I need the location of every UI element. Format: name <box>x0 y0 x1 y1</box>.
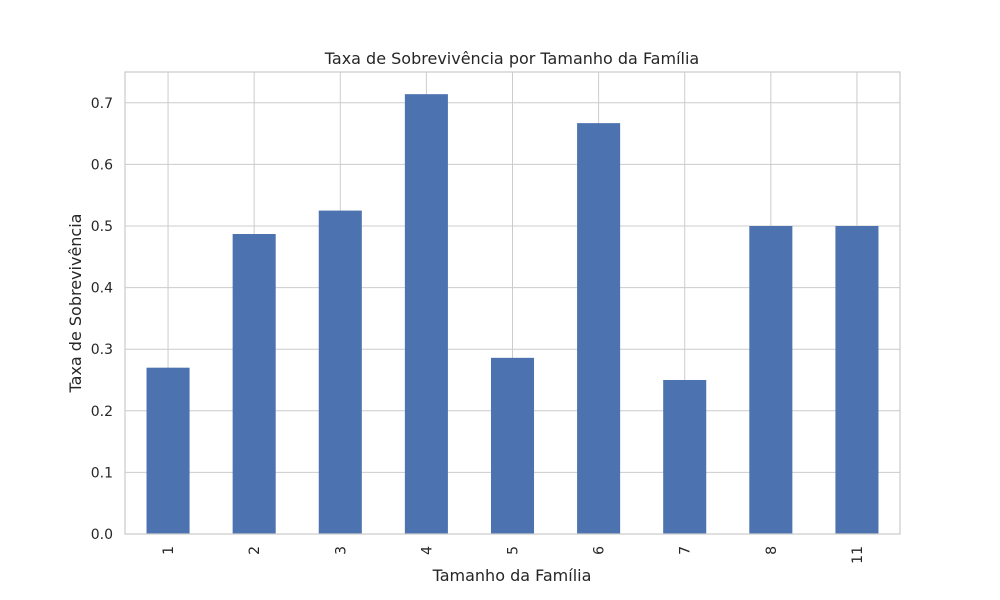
y-tick-label: 0.0 <box>91 527 113 543</box>
x-tick-label: 4 <box>419 546 435 555</box>
y-tick-label: 0.5 <box>91 219 113 235</box>
bar-3 <box>318 210 362 534</box>
y-tick-label: 0.6 <box>91 157 113 173</box>
y-tick-label: 0.4 <box>91 281 113 297</box>
bar-4 <box>404 94 448 535</box>
bar-7 <box>663 380 707 534</box>
chart-title: Taxa de Sobrevivência por Tamanho da Fam… <box>324 49 699 68</box>
bars-layer <box>146 94 879 535</box>
bar-5 <box>490 357 535 534</box>
y-axis-label: Taxa de Sobrevivência <box>66 214 85 394</box>
x-tick-label: 7 <box>678 546 694 555</box>
x-tick-label: 2 <box>247 546 263 555</box>
bar-6 <box>577 123 621 535</box>
y-tick-label: 0.3 <box>91 342 113 358</box>
bar-11 <box>835 226 879 534</box>
y-tick-label: 0.2 <box>91 404 113 420</box>
x-tick-label: 11 <box>850 546 866 564</box>
x-tick-label: 6 <box>592 546 608 555</box>
x-axis-label: Tamanho da Família <box>432 566 592 585</box>
axes-frame <box>124 71 901 535</box>
x-tick-label: 8 <box>764 546 780 555</box>
bar-1 <box>146 367 190 534</box>
bar-2 <box>232 234 276 534</box>
x-tick-label: 1 <box>161 546 177 555</box>
y-tick-label: 0.7 <box>91 96 113 112</box>
x-tick-labels: 1 2 3 4 5 6 7 8 11 <box>161 546 866 564</box>
y-tick-labels: 0.0 0.1 0.2 0.3 0.4 0.5 0.6 0.7 <box>91 96 113 543</box>
y-tick-label: 0.1 <box>91 465 113 481</box>
x-tick-label: 3 <box>333 546 349 555</box>
bar-8 <box>749 226 793 534</box>
x-tick-label: 5 <box>506 546 522 555</box>
